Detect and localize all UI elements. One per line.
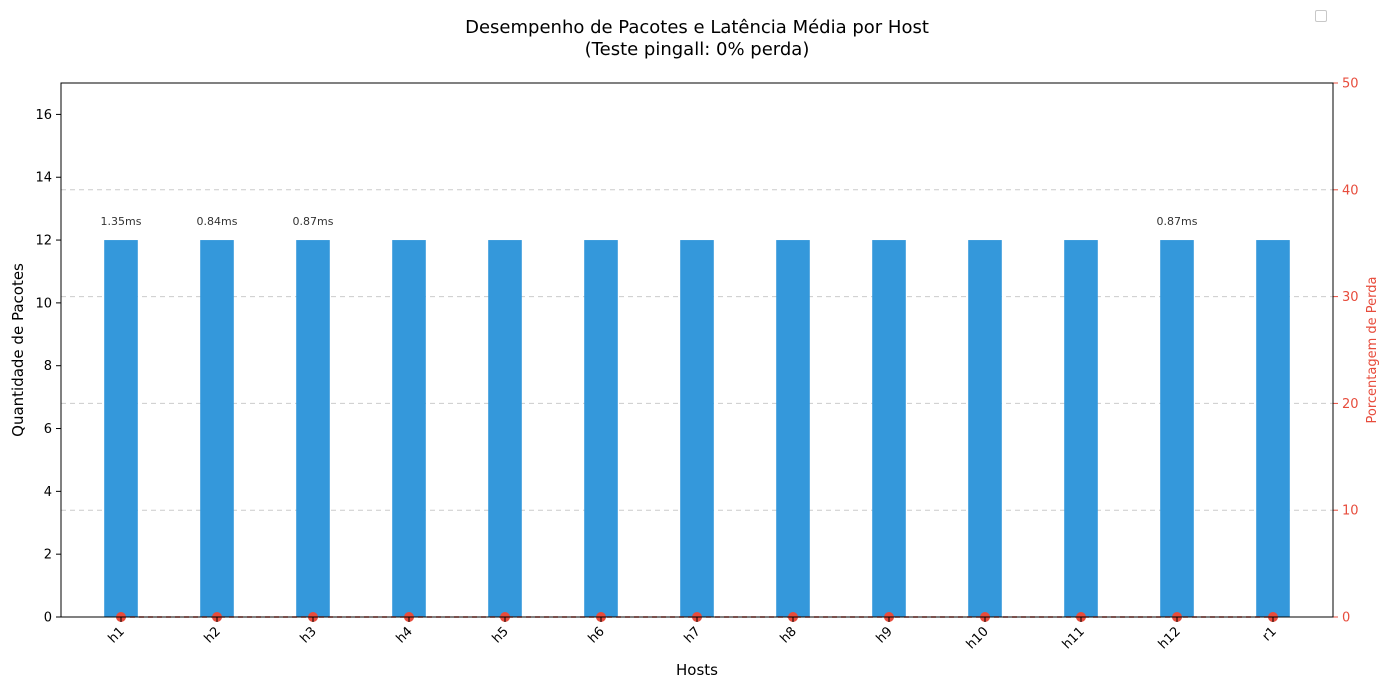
y-tick-label: 4: [44, 485, 52, 500]
y2-tick-label: 50: [1342, 77, 1359, 92]
bars: [104, 240, 1290, 617]
bar-r1: [1256, 240, 1290, 617]
x-tick-label-h7: h7: [682, 624, 704, 646]
y-axis-label: Quantidade de Pacotes: [9, 263, 27, 437]
y2-axis-ticks: 0 10 20 30 40 50: [1333, 77, 1359, 626]
y2-tick-label: 30: [1342, 290, 1359, 305]
y-tick-label: 6: [44, 422, 52, 437]
y-tick-label: 8: [44, 359, 52, 374]
legend: [1315, 10, 1327, 22]
grid-lines: [61, 189, 1333, 511]
x-axis-label: Hosts: [676, 661, 718, 679]
y2-axis-label: Porcentagem de Perda: [1365, 277, 1380, 424]
y-tick-label: 0: [44, 611, 52, 626]
x-axis-ticks: h1 h2 h3 h4 h5 h6 h7 h8 h9 h10 h11 h12 r1: [106, 617, 1280, 652]
chart-subtitle: (Teste pingall: 0% perda): [585, 39, 810, 60]
bar-h4: [392, 240, 426, 617]
y-tick-label: 14: [35, 171, 52, 186]
x-tick-label-h5: h5: [490, 624, 512, 646]
bar-h12: [1160, 240, 1194, 617]
data-label-h12: 0.87ms: [1157, 215, 1198, 228]
bar-h5: [488, 240, 522, 617]
x-tick-label-h6: h6: [586, 624, 608, 646]
bar-h3: [296, 240, 330, 617]
x-tick-label-h9: h9: [874, 624, 896, 646]
bar-h7: [680, 240, 714, 617]
data-label-h1: 1.35ms: [101, 215, 142, 228]
x-tick-label-h8: h8: [778, 624, 800, 646]
x-tick-label-r1: r1: [1260, 624, 1280, 644]
y-tick-label: 16: [35, 108, 52, 123]
y2-tick-label: 40: [1342, 183, 1359, 198]
x-tick-label-h4: h4: [394, 624, 416, 646]
x-tick-label-h1: h1: [106, 624, 128, 646]
chart-title: Desempenho de Pacotes e Latência Média p…: [465, 17, 929, 38]
data-label-h3: 0.87ms: [293, 215, 334, 228]
x-tick-label-h10: h10: [964, 624, 992, 652]
bar-h2: [200, 240, 234, 617]
y-tick-label: 10: [35, 296, 52, 311]
y-axis-ticks: 0 2 4 6 8 10 12 14 16: [35, 108, 61, 626]
y2-tick-label: 10: [1342, 504, 1359, 519]
bar-h1: [104, 240, 138, 617]
y-tick-label: 2: [44, 548, 52, 563]
bar-h11: [1064, 240, 1098, 617]
bar-h10: [968, 240, 1002, 617]
data-labels: 1.35ms 0.84ms 0.87ms 0.87ms: [101, 215, 1198, 228]
bar-h6: [584, 240, 618, 617]
y2-tick-label: 20: [1342, 397, 1359, 412]
bar-h8: [776, 240, 810, 617]
bar-h9: [872, 240, 906, 617]
data-label-h2: 0.84ms: [197, 215, 238, 228]
x-tick-label-h11: h11: [1060, 624, 1088, 652]
x-tick-label-h3: h3: [298, 624, 320, 646]
x-tick-label-h12: h12: [1156, 624, 1184, 652]
plot-frame: [60, 82, 1334, 618]
x-tick-label-h2: h2: [202, 624, 224, 646]
y-tick-label: 12: [35, 234, 52, 249]
y2-tick-label: 0: [1342, 611, 1350, 626]
